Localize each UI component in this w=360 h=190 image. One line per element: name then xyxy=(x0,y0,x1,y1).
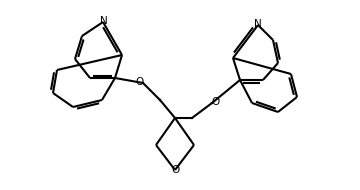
Text: O: O xyxy=(212,97,220,107)
Text: N: N xyxy=(100,16,108,26)
Text: O: O xyxy=(171,165,179,175)
Text: N: N xyxy=(254,19,262,29)
Text: O: O xyxy=(135,77,143,87)
